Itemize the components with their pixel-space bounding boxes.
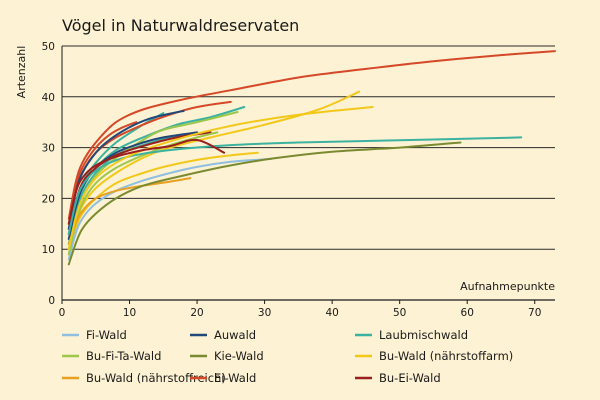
x-tick-40: 40 — [325, 307, 338, 319]
series-lines — [67, 50, 556, 266]
x-tick-labels: 0 10 20 30 40 50 60 70 — [59, 300, 541, 319]
y-tick-50: 50 — [42, 41, 55, 53]
legend-label-5: Ei-Wald — [214, 371, 256, 385]
extra-curve-7 — [67, 151, 259, 256]
extra-curve-4 — [67, 121, 138, 225]
y-axis-label: Artenzahl — [15, 46, 28, 99]
series-line-2 — [67, 177, 192, 246]
y-tick-40: 40 — [42, 92, 55, 104]
x-tick-20: 20 — [190, 307, 203, 319]
legend: Fi-Wald Bu-Fi-Ta-Wald Bu-Wald (nährstoffre… — [62, 328, 513, 385]
series-line-1 — [67, 131, 219, 256]
extra-curve-1 — [67, 131, 199, 246]
series-line-4 — [67, 141, 462, 266]
legend-label-3: Auwald — [214, 328, 256, 342]
y-tick-labels: 0 10 20 30 40 50 — [42, 41, 55, 307]
x-axis-label: Aufnahmepunkte — [460, 280, 555, 293]
legend-label-6: Laubmischwald — [379, 328, 468, 342]
legend-label-4: Kie-Wald — [214, 349, 264, 363]
series-line-0 — [67, 157, 273, 261]
legend-label-1: Bu-Fi-Ta-Wald — [86, 349, 161, 363]
y-tick-0: 0 — [48, 295, 55, 307]
legend-label-7: Bu-Wald (nährstoffarm) — [379, 349, 513, 363]
legend-label-8: Bu-Ei-Wald — [379, 371, 441, 385]
y-tick-20: 20 — [42, 193, 55, 205]
y-tick-10: 10 — [42, 244, 55, 256]
series-line-5 — [67, 50, 556, 220]
x-tick-0: 0 — [59, 307, 66, 319]
gridlines — [62, 45, 555, 250]
legend-label-2: Bu-Wald (nährstoffreich) — [86, 371, 226, 385]
x-tick-60: 60 — [461, 307, 474, 319]
x-tick-10: 10 — [123, 307, 136, 319]
series-line-8 — [67, 138, 226, 225]
chart-title: Vögel in Naturwaldreservaten — [62, 16, 299, 35]
y-tick-30: 30 — [42, 143, 55, 155]
legend-label-0: Fi-Wald — [86, 328, 127, 342]
x-tick-50: 50 — [393, 307, 406, 319]
x-tick-70: 70 — [528, 307, 541, 319]
series-line-6 — [67, 136, 523, 235]
x-tick-30: 30 — [258, 307, 271, 319]
